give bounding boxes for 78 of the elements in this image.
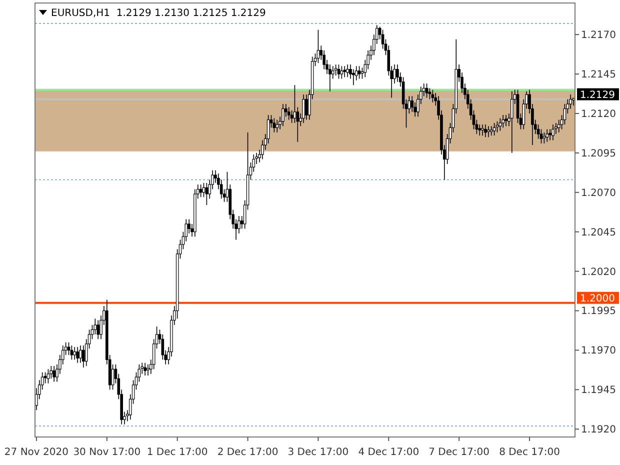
x-tick-label: 4 Dec 17:00 (358, 447, 420, 458)
x-tick-label: 30 Nov 17:00 (73, 447, 141, 458)
candlestick (431, 89, 434, 103)
candlestick (70, 345, 74, 360)
y-tick-label: 1.2070 (581, 188, 616, 199)
candlestick (546, 128, 549, 142)
x-tick-label: 2 Dec 17:00 (217, 447, 278, 458)
candlestick (569, 94, 572, 110)
candlestick (548, 128, 552, 141)
candlestick (73, 346, 76, 360)
y-tick-label: 1.1970 (581, 346, 616, 357)
candlestick (276, 119, 279, 133)
candlestick (340, 66, 344, 80)
x-tick-label: 3 Dec 17:00 (288, 447, 349, 458)
x-tick-label: 8 Dec 17:00 (499, 447, 560, 458)
candlestick (490, 126, 493, 136)
text: EURUSD,H1 1.2129 1.2130 1.2125 1.2129 (51, 8, 266, 19)
candlestick (46, 368, 50, 384)
candlestick (542, 132, 546, 144)
candlestick (67, 342, 70, 356)
candlestick (352, 68, 355, 86)
candlestick (487, 126, 490, 138)
y-tick-label: 1.2120 (581, 108, 616, 120)
candlestick (337, 64, 340, 80)
candlestick (502, 114, 504, 128)
candlestick (425, 83, 428, 98)
candlestick (50, 366, 53, 380)
candlestick (334, 64, 338, 76)
candlestick (328, 64, 332, 92)
candlestick (52, 366, 56, 382)
y-tick-label: 1.2020 (581, 266, 616, 278)
candlestick (504, 114, 508, 126)
candlestick (484, 124, 487, 138)
candlestick (346, 64, 349, 78)
candlestick (302, 94, 305, 124)
y-tick-label: 1.1920 (581, 424, 616, 436)
candlestick (96, 320, 100, 340)
candlestick (188, 218, 190, 234)
candlestick (282, 104, 284, 126)
candlestick (272, 118, 276, 133)
ref-line-label: 1.2000 (580, 293, 615, 304)
candlestick (293, 84, 296, 124)
candlestick (284, 104, 288, 118)
candlestick (410, 96, 414, 112)
candlestick (287, 106, 290, 120)
candlestick (536, 124, 540, 140)
candlestick (481, 124, 484, 136)
candlestick (290, 110, 294, 124)
candlestick (343, 66, 346, 78)
candlestick (478, 124, 482, 136)
candlestick (396, 64, 399, 82)
candlestick (144, 362, 146, 376)
candlestick (358, 66, 361, 80)
candlestick (76, 346, 79, 364)
candlestick (552, 124, 554, 141)
candlestick (354, 66, 358, 81)
y-tick-label: 1.2145 (581, 70, 616, 81)
ref-line-label: 1.2129 (580, 90, 615, 101)
y-tick-label: 1.2170 (581, 30, 616, 42)
candlestick (305, 94, 308, 120)
x-tick-label: 1 Dec 17:00 (146, 447, 208, 458)
y-tick-label: 1.1995 (581, 306, 616, 318)
y-tick-label: 1.2095 (581, 148, 616, 160)
candlestick (331, 66, 334, 80)
candlestick (205, 182, 208, 206)
candlestick (510, 90, 514, 154)
candlestick (82, 345, 85, 368)
candlestick (79, 345, 82, 364)
y-tick-label: 1.1945 (581, 385, 616, 396)
x-tick-label: 7 Dec 17:00 (428, 447, 490, 458)
x-tick-label: 27 Nov 2020 (4, 447, 68, 458)
candlestick (557, 119, 560, 133)
y-tick-label: 1.2045 (581, 227, 616, 238)
candlestick (94, 318, 97, 335)
candlestick (540, 128, 543, 144)
candlestick (322, 50, 326, 70)
candlestick (498, 118, 502, 132)
candlestick (316, 29, 320, 64)
